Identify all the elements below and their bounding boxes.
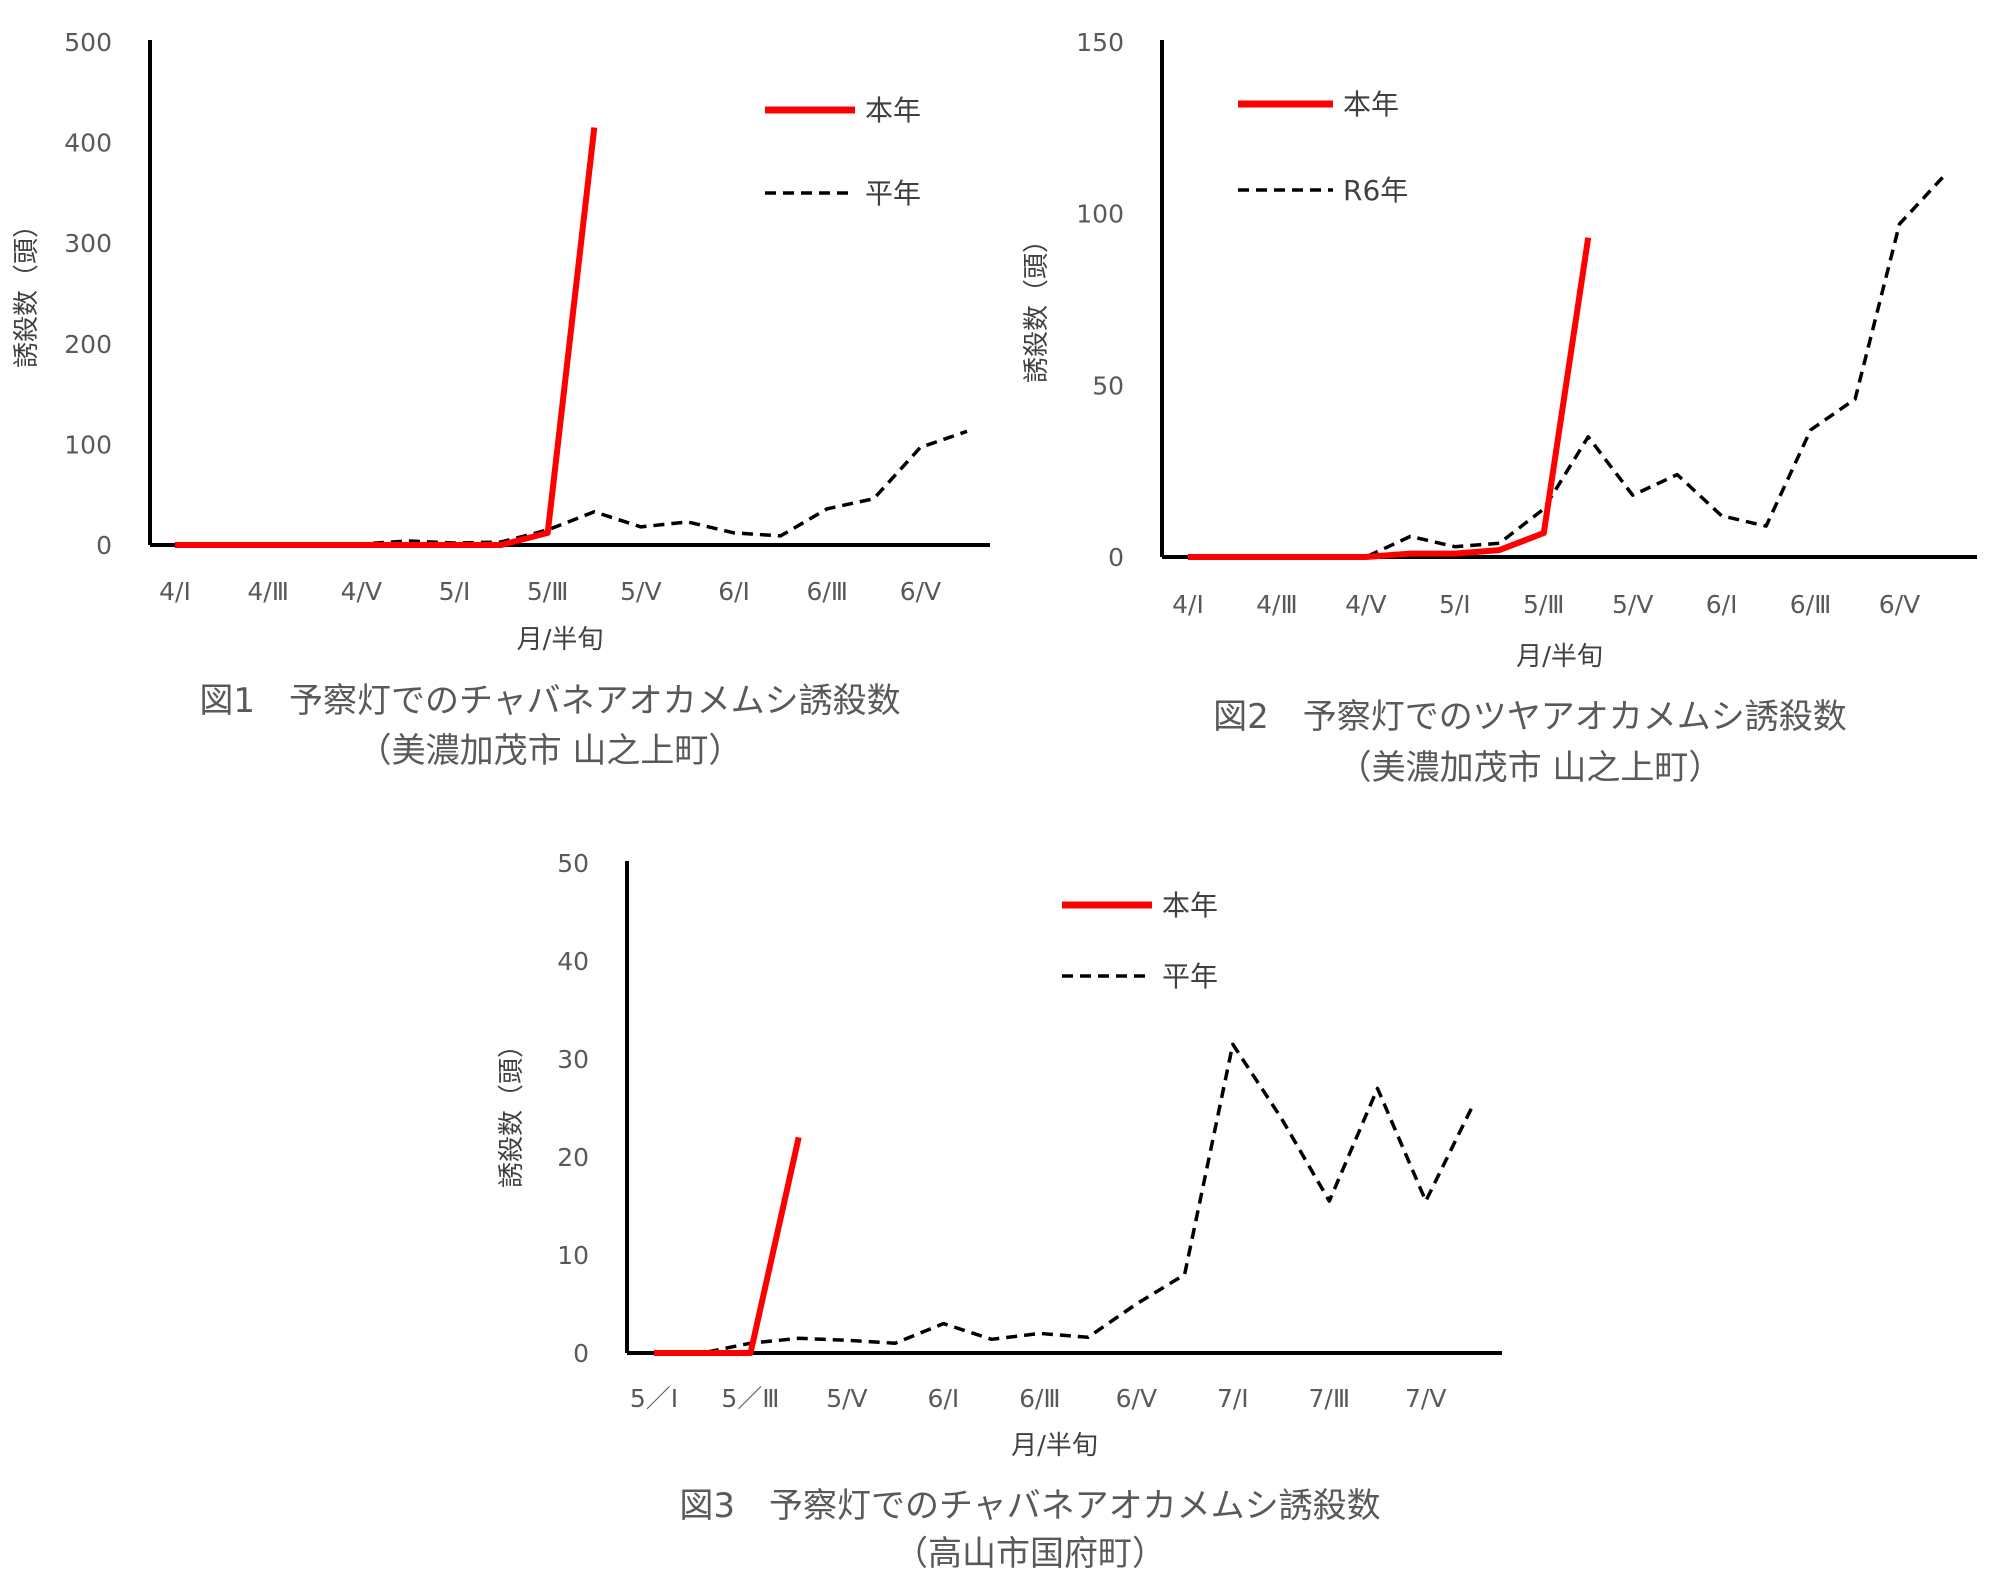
chart-1-x-tick-label: 5/Ⅰ	[439, 577, 471, 606]
chart-2-series-dashed-line	[1188, 174, 1946, 559]
chart-2-x-tick-label: 5/Ⅰ	[1439, 590, 1471, 619]
chart-1-y-tick-label: 200	[64, 330, 112, 359]
chart-1-x-axis-title: 月/半旬	[517, 625, 604, 655]
chart-3-y-tick-label: 30	[557, 1045, 589, 1074]
chart-1-y-tick-label: 400	[64, 129, 112, 158]
chart-3-x-axis-title: 月/半旬	[1011, 1431, 1098, 1461]
chart-2-legend-label: 本年	[1343, 88, 1399, 121]
chart-2: 0 50 100 150 4/Ⅰ 4/Ⅲ 4/Ⅴ 5/Ⅰ 5/Ⅲ 5/Ⅴ 6/Ⅰ 6/Ⅲ 6/Ⅴ 月/半旬…	[1022, 28, 1977, 788]
chart-2-y-tick-label: 50	[1092, 371, 1124, 400]
chart-3-legend-label: 本年	[1162, 889, 1218, 922]
chart-3-series-dashed-line	[654, 1042, 1476, 1355]
chart-3-x-tick-label: 5／Ⅲ	[721, 1384, 779, 1413]
chart-2-x-tick-label: 4/Ⅰ	[1172, 590, 1204, 619]
chart-1-x-tick-label: 5/Ⅴ	[620, 577, 661, 606]
chart-2-legend-label: R6年	[1343, 174, 1408, 207]
chart-1: 0 100 200 300 400 500 4/Ⅰ 4/Ⅲ 4/Ⅴ 5/Ⅰ 5/Ⅲ 5/Ⅴ 6/Ⅰ 6/Ⅲ…	[12, 28, 990, 771]
chart-2-caption-location: （美濃加茂市 山之上町）	[1338, 748, 1723, 788]
chart-1-y-tick-label: 0	[96, 531, 112, 560]
chart-3-y-tick-label: 50	[557, 849, 589, 878]
chart-3-x-tick-label: 7/Ⅴ	[1405, 1384, 1446, 1413]
chart-3-y-axis-title: 誘殺数（頭）	[497, 1032, 527, 1188]
chart-1-series-solid-line	[175, 127, 598, 548]
chart-2-x-tick-label: 6/Ⅰ	[1706, 590, 1738, 619]
chart-3-y-tick-label: 10	[557, 1241, 589, 1270]
chart-2-x-axis-title: 月/半旬	[1516, 642, 1603, 672]
chart-2-y-tick-label: 0	[1108, 543, 1124, 572]
chart-3-x-tick-label: 5／Ⅰ	[630, 1384, 678, 1413]
chart-3-caption-location: （高山市国府町）	[894, 1534, 1166, 1574]
chart-1-y-axis-title: 誘殺数（頭）	[12, 212, 42, 368]
chart-1-x-tick-label: 4/Ⅰ	[159, 577, 191, 606]
chart-2-x-tick-label: 5/Ⅲ	[1523, 590, 1565, 619]
chart-2-x-tick-label: 6/Ⅲ	[1790, 590, 1832, 619]
chart-3-y-tick-label: 0	[573, 1339, 589, 1368]
chart-2-x-tick-label: 5/Ⅴ	[1612, 590, 1653, 619]
chart-2-x-tick-label: 6/Ⅴ	[1879, 590, 1920, 619]
chart-3-x-tick-label: 7/Ⅲ	[1309, 1384, 1351, 1413]
chart-1-legend-label: 本年	[865, 94, 921, 127]
chart-2-y-tick-label: 100	[1076, 200, 1124, 229]
chart-2-y-axis-title: 誘殺数（頭）	[1022, 227, 1052, 383]
chart-2-x-tick-label: 4/Ⅴ	[1345, 590, 1386, 619]
chart-1-x-tick-label: 4/Ⅴ	[341, 577, 382, 606]
chart-1-series-dashed-line	[175, 429, 968, 547]
chart-1-y-tick-label: 500	[64, 28, 112, 57]
chart-3-x-tick-label: 6/Ⅲ	[1019, 1384, 1061, 1413]
chart-1-x-tick-label: 5/Ⅲ	[527, 577, 569, 606]
chart-1-caption-title: 図1 予察灯でのチャバネアオカメムシ誘殺数	[199, 681, 900, 721]
chart-1-y-tick-label: 100	[64, 430, 112, 459]
chart-2-caption-title: 図2 予察灯でのツヤアオカメムシ誘殺数	[1213, 697, 1847, 737]
chart-1-x-tick-label: 4/Ⅲ	[247, 577, 289, 606]
chart-3-caption-title: 図3 予察灯でのチャバネアオカメムシ誘殺数	[679, 1486, 1380, 1526]
chart-2-y-tick-label: 150	[1076, 28, 1124, 57]
chart-3-series-solid-line	[654, 1136, 802, 1356]
chart-3-y-tick-label: 40	[557, 947, 589, 976]
chart-3-x-tick-label: 6/Ⅴ	[1116, 1384, 1157, 1413]
chart-1-x-tick-label: 6/Ⅴ	[900, 577, 941, 606]
chart-3: 0 10 20 30 40 50 5／Ⅰ 5／Ⅲ 5/Ⅴ 6/Ⅰ 6/Ⅲ 6/Ⅴ 7/Ⅰ 7/Ⅲ 7/Ⅴ 月/…	[497, 849, 1502, 1574]
chart-1-y-tick-label: 300	[64, 229, 112, 258]
chart-3-y-tick-label: 20	[557, 1143, 589, 1172]
chart-2-x-tick-label: 4/Ⅲ	[1256, 590, 1298, 619]
chart-2-series-solid-line	[1188, 237, 1592, 560]
chart-1-legend-label: 平年	[865, 177, 921, 210]
chart-3-legend-label: 平年	[1162, 960, 1218, 993]
chart-1-caption-location: （美濃加茂市 山之上町）	[358, 731, 743, 771]
chart-3-x-tick-label: 6/Ⅰ	[928, 1384, 960, 1413]
chart-3-x-tick-label: 7/Ⅰ	[1217, 1384, 1249, 1413]
chart-1-x-tick-label: 6/Ⅰ	[718, 577, 750, 606]
chart-3-x-tick-label: 5/Ⅴ	[826, 1384, 867, 1413]
chart-1-x-tick-label: 6/Ⅲ	[806, 577, 848, 606]
